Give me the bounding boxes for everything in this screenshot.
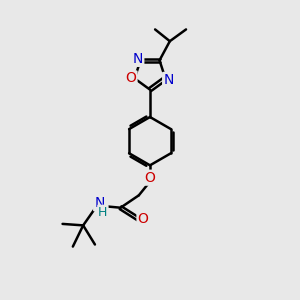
Text: O: O bbox=[145, 171, 155, 185]
Text: N: N bbox=[163, 73, 173, 87]
Text: O: O bbox=[137, 212, 148, 226]
Text: N: N bbox=[94, 196, 104, 210]
Text: O: O bbox=[126, 71, 136, 85]
Text: H: H bbox=[98, 206, 108, 219]
Text: N: N bbox=[133, 52, 143, 66]
